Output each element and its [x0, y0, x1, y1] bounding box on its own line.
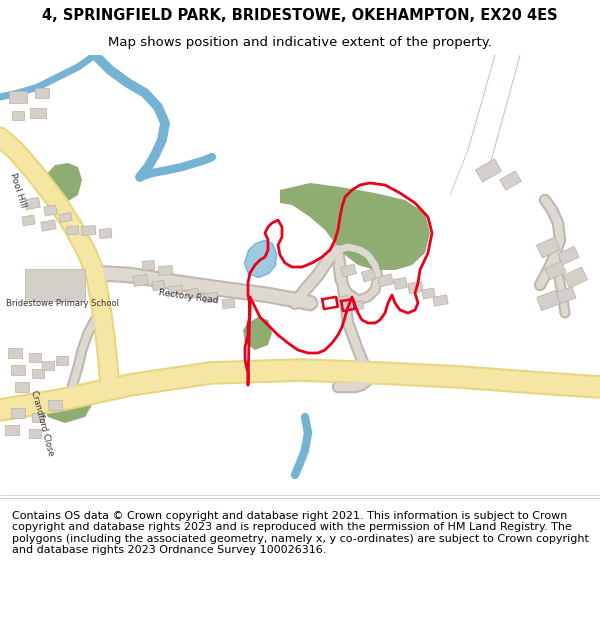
- Text: Map shows position and indicative extent of the property.: Map shows position and indicative extent…: [108, 36, 492, 49]
- Text: Rectory Road: Rectory Road: [158, 288, 218, 306]
- Text: Crandford Close: Crandford Close: [29, 389, 55, 457]
- Text: Bridestowe Primary School: Bridestowe Primary School: [5, 299, 119, 308]
- Text: Pool Hill: Pool Hill: [8, 171, 28, 209]
- Text: 4, SPRINGFIELD PARK, BRIDESTOWE, OKEHAMPTON, EX20 4ES: 4, SPRINGFIELD PARK, BRIDESTOWE, OKEHAMP…: [42, 8, 558, 23]
- Text: Contains OS data © Crown copyright and database right 2021. This information is : Contains OS data © Crown copyright and d…: [12, 511, 589, 556]
